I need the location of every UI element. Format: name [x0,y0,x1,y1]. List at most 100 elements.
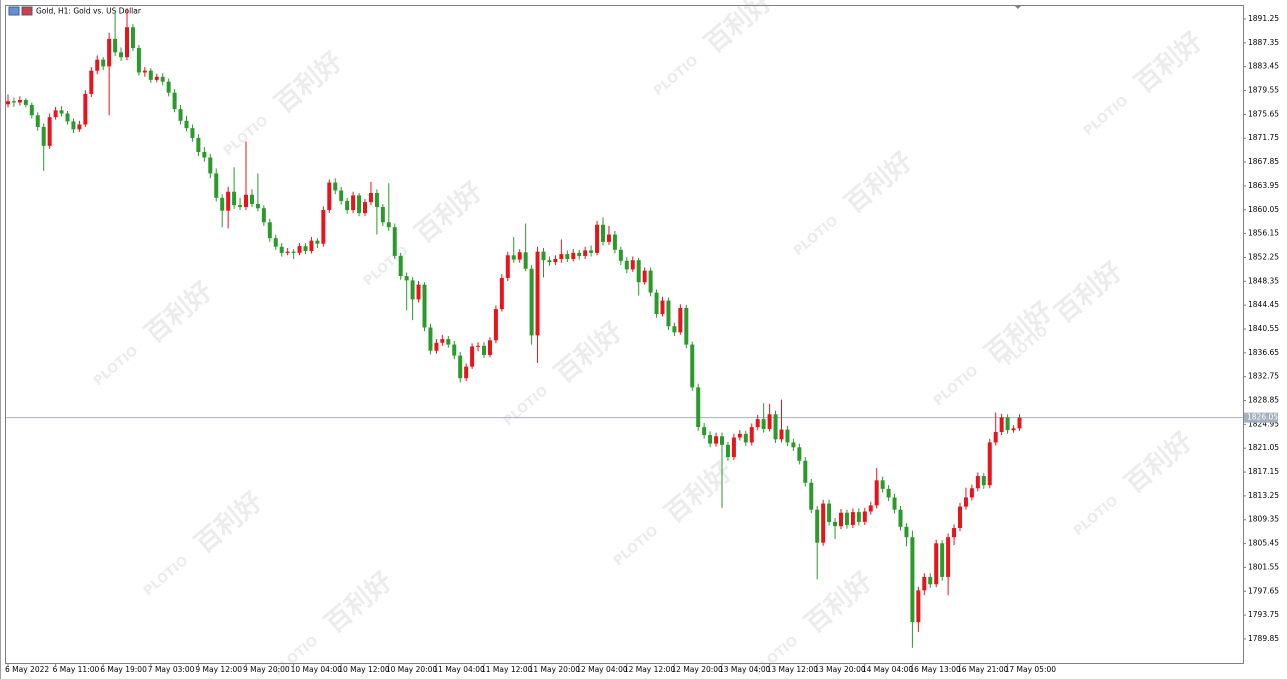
candle-body [844,512,849,525]
candle-body [833,521,838,527]
candle-body [743,433,748,443]
plot-frame [5,5,1244,664]
candle-body [666,300,671,327]
candle-body [136,48,141,73]
candle-body [190,128,195,138]
candle-body [797,447,802,461]
candle-body [452,344,457,356]
x-tick-label: 11 May 20:00 [529,665,581,674]
candle-body [321,210,326,244]
candle-body [410,280,415,300]
candle-body [464,366,469,379]
candle-body [595,224,600,253]
candle-body [606,234,611,242]
candle-body [351,195,356,211]
candle-body [107,38,112,67]
candle-body [398,255,403,277]
candle-body [404,276,409,281]
candle-body [648,270,653,293]
candle-body [172,92,177,110]
candle-body [886,488,891,498]
candle-body [29,104,34,116]
candle-body [476,345,481,347]
x-tick-label: 12 May 12:00 [624,665,676,674]
candle-body [583,250,588,256]
y-tick-label: 1867.85 [1248,157,1279,166]
candle-body [202,151,207,158]
x-tick-label: 11 May 12:00 [481,665,533,674]
candle-body [922,576,927,591]
candle-body [499,277,504,310]
candle-body [493,309,498,341]
candle-body [148,70,153,80]
candle-body [541,251,546,261]
y-tick-label: 1809.35 [1248,515,1279,524]
candle-body [517,252,522,260]
candle-body [618,249,623,261]
candle-body [339,190,344,201]
y-tick-label: 1883.45 [1248,62,1279,71]
candle-body [523,252,528,269]
candle-body [53,110,58,118]
candle-body [529,268,534,336]
x-tick-label: 9 May 12:00 [195,665,242,674]
shift-marker [1014,5,1022,9]
symbol-icon [8,6,20,16]
candle-body [999,417,1004,433]
y-tick-label: 1879.55 [1248,86,1279,95]
candle-body [232,191,237,206]
candle-body [755,419,760,428]
candle-body [279,246,284,253]
candle-body [416,284,421,300]
candle-body [952,528,957,538]
y-tick-label: 1793.75 [1248,610,1279,619]
candle-body [11,101,16,103]
candle-body [178,109,183,121]
y-tick-label: 1801.55 [1248,562,1279,571]
candle-body [309,240,314,252]
candle-body [95,59,100,71]
candle-body [898,509,903,527]
candle-body [892,497,897,510]
x-tick-label: 6 May 19:00 [100,665,147,674]
candle-body [850,512,855,525]
candle-body [839,512,843,527]
candle-body [470,346,475,367]
candle-body [47,117,52,146]
candle-body [684,307,689,345]
candle-body [154,76,159,80]
candle-body [725,444,730,458]
x-tick-label: 6 May 2022 [5,665,49,674]
candle-body [1005,417,1010,431]
candle-body [297,246,302,253]
candle-body [35,115,40,127]
x-tick-label: 11 May 04:00 [433,665,485,674]
x-tick-label: 6 May 11:00 [53,665,100,674]
candle-body [934,543,939,585]
candle-body [975,476,980,489]
candle-body [357,195,362,214]
candle-body [815,509,820,543]
candle-body [238,205,243,208]
candle-body [708,435,713,444]
candle-body [547,260,552,263]
candle-body [363,202,367,214]
y-tick-label: 1848.35 [1248,276,1279,285]
candle-body [196,137,201,152]
candle-body [273,238,278,247]
candle-body [987,442,992,486]
candle-body [166,81,171,93]
candle-body [535,251,540,336]
candle-body [993,432,998,443]
candle-body [285,251,290,253]
y-tick-label: 1817.15 [1248,467,1279,476]
candle-body [874,480,879,506]
candle-body [482,345,486,355]
candle-body [803,460,808,483]
candle-body [214,173,219,198]
y-tick-label: 1832.75 [1248,372,1279,381]
x-tick-label: 16 May 21:00 [957,665,1009,674]
candle-body [327,182,332,211]
x-tick-label: 7 May 03:00 [148,665,195,674]
